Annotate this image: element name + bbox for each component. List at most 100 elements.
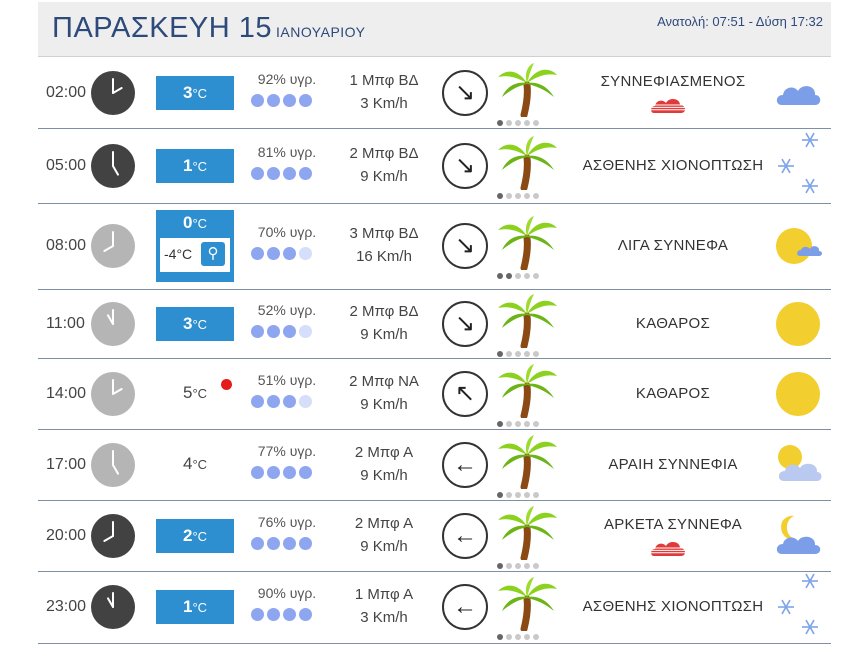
wind-level-dot: [533, 491, 539, 498]
wind-level-dot: [515, 119, 521, 126]
humidity-dot: [299, 608, 312, 621]
wind-force: 2 Μπφ Α: [354, 514, 414, 532]
wind-force: 1 Μπφ Α: [354, 586, 414, 603]
humidity-dot: [283, 166, 296, 180]
wind-force: 2 Μπφ Α: [354, 443, 414, 461]
wind-level-dot: [524, 634, 530, 640]
wind-speed: 16 Km/h: [356, 248, 412, 265]
forecast-row: 14:00 5°C 51% υγρ. 2 Μπφ ΝΑ 9 Km/h ↖ ΚΑΘΑ…: [38, 358, 831, 430]
humidity-dots: [251, 324, 315, 343]
day-title: ΠΑΡΑΣΚΕΥΗ 15 ΙΑΝΟΥΑΡΙΟΥ: [52, 12, 366, 44]
humidity-dots: [251, 608, 315, 626]
wind-force: 2 Μπφ ΒΔ: [349, 144, 419, 162]
wind-level-dot: [497, 350, 503, 357]
wind-level-dot: [524, 350, 530, 357]
wind-speed: 9 Km/h: [360, 466, 408, 484]
wind-level-dot: [497, 491, 503, 498]
humidity-dots: [251, 247, 315, 265]
humidity-dot: [283, 324, 296, 338]
wind-level-dot: [506, 491, 512, 498]
wind-level-dot: [533, 273, 539, 279]
wind-level-dots: [497, 485, 542, 503]
forecast-row: 08:00 0°C -4°C ⚲ 70% υγρ. 3 Μπφ ΒΔ 16 Km/h…: [38, 203, 831, 290]
humidity-dot: [251, 394, 264, 408]
forecast-row: 20:00 2°C 76% υγρ. 2 Μπφ Α 9 Km/h ← ΑΡΚΕΤ…: [38, 500, 831, 572]
wind-direction-arrow-icon: ↖: [442, 370, 488, 417]
wind-level-dot: [506, 119, 512, 126]
clock-icon: [91, 442, 135, 487]
forecast-time: 17:00: [46, 455, 87, 473]
wind-direction-arrow-icon: ←: [442, 512, 488, 559]
humidity-dot: [299, 536, 312, 550]
humidity-dot: [251, 247, 264, 260]
weather-condition: ΑΡΑΙΗ ΣΥΝΝΕΦΙΑ: [608, 455, 738, 473]
wind-speed: 9 Km/h: [360, 395, 408, 413]
humidity-dot: [267, 324, 280, 338]
wind-level-dot: [515, 273, 521, 279]
wind-speed: 9 Km/h: [360, 325, 408, 343]
sun-behind-cloud-icon: [774, 441, 822, 489]
sun-icon: [774, 370, 822, 418]
wind-level-dot: [506, 192, 512, 199]
weather-condition: ΑΣΘΕΝΗΣ ΧΙΟΝΟΠΤΩΣΗ: [582, 156, 764, 174]
wind-level-dot: [497, 273, 503, 279]
wind-level-dot: [524, 562, 530, 569]
weather-condition: ΑΣΘΕΝΗΣ ΧΙΟΝΟΠΤΩΣΗ: [582, 598, 764, 615]
clock-icon: [91, 301, 135, 346]
sun-icon: [774, 300, 822, 348]
day-header: ΠΑΡΑΣΚΕΥΗ 15 ΙΑΝΟΥΑΡΙΟΥ Ανατολή: 07:51 - …: [38, 2, 831, 57]
forecast-time: 23:00: [46, 598, 87, 615]
humidity-dot: [299, 247, 312, 260]
snowflakes-icon: [774, 132, 822, 193]
wind-force: 3 Μπφ ΒΔ: [349, 225, 419, 242]
temperature-value: 5°C: [182, 382, 208, 402]
wind-info: 2 Μπφ ΒΔ 9 Km/h: [338, 300, 430, 346]
wind-level-dot: [524, 420, 530, 427]
wind-level-dot: [533, 192, 539, 199]
forecast-row: 17:00 4°C 77% υγρ. 2 Μπφ Α 9 Km/h ← ΑΡΑΙΗ…: [38, 429, 831, 501]
humidity-label: 77% υγρ.: [257, 442, 317, 459]
humidity-label: 81% υγρ.: [257, 143, 317, 160]
palm-tree-icon: [494, 577, 560, 633]
wind-direction-arrow-icon: ↘: [442, 142, 488, 189]
forecast-row: 02:00 3°C 92% υγρ. 1 Μπφ ΒΔ 3 Km/h ↘ ΣΥΝΝ…: [38, 57, 831, 129]
temperature-value: 4°C: [182, 453, 208, 473]
wind-level-dot: [497, 192, 503, 199]
wind-level-dot: [515, 634, 521, 640]
forecast-time: 11:00: [46, 314, 85, 332]
humidity-label: 92% υγρ.: [257, 70, 317, 87]
wind-level-dot: [506, 420, 512, 427]
weather-condition: ΣΥΝΝΕΦΙΑΣΜΕΝΟΣ: [600, 72, 746, 90]
weather-condition: ΚΑΘΑΡΟΣ: [635, 314, 711, 332]
humidity-dot: [251, 536, 264, 550]
rain-cloud-icon: [650, 95, 688, 115]
humidity-label: 90% υγρ.: [257, 585, 317, 601]
wind-level-dot: [506, 634, 512, 640]
palm-tree-icon: [494, 363, 560, 419]
forecast-time: 20:00: [46, 526, 87, 544]
humidity-dot: [283, 247, 296, 260]
wind-level-dots: [497, 627, 542, 645]
wind-force: 2 Μπφ ΒΔ: [349, 302, 419, 320]
humidity-dots: [251, 166, 315, 185]
person-thermometer-icon: ⚲: [201, 242, 225, 266]
forecast-time: 05:00: [46, 156, 87, 174]
forecast-time: 14:00: [46, 384, 87, 402]
feels-like-box: -4°C ⚲: [160, 238, 230, 272]
weather-condition: ΛΙΓΑ ΣΥΝΝΕΦΑ: [617, 237, 729, 254]
palm-tree-icon: [494, 62, 560, 118]
humidity-dot: [267, 93, 280, 107]
wind-level-dot: [533, 634, 539, 640]
humidity-dot: [283, 608, 296, 621]
wind-level-dot: [533, 350, 539, 357]
humidity-dot: [299, 465, 312, 479]
humidity-dot: [283, 394, 296, 408]
wind-direction-arrow-icon: ↘: [442, 223, 488, 269]
wind-info: 2 Μπφ ΒΔ 9 Km/h: [338, 142, 430, 188]
wind-speed: 9 Km/h: [360, 167, 408, 185]
humidity-dots: [251, 465, 315, 484]
wind-level-dot: [515, 192, 521, 199]
humidity-label: 52% υγρ.: [257, 301, 317, 318]
feels-like-temperature: -4°C: [164, 246, 193, 262]
wind-level-dot: [515, 350, 521, 357]
